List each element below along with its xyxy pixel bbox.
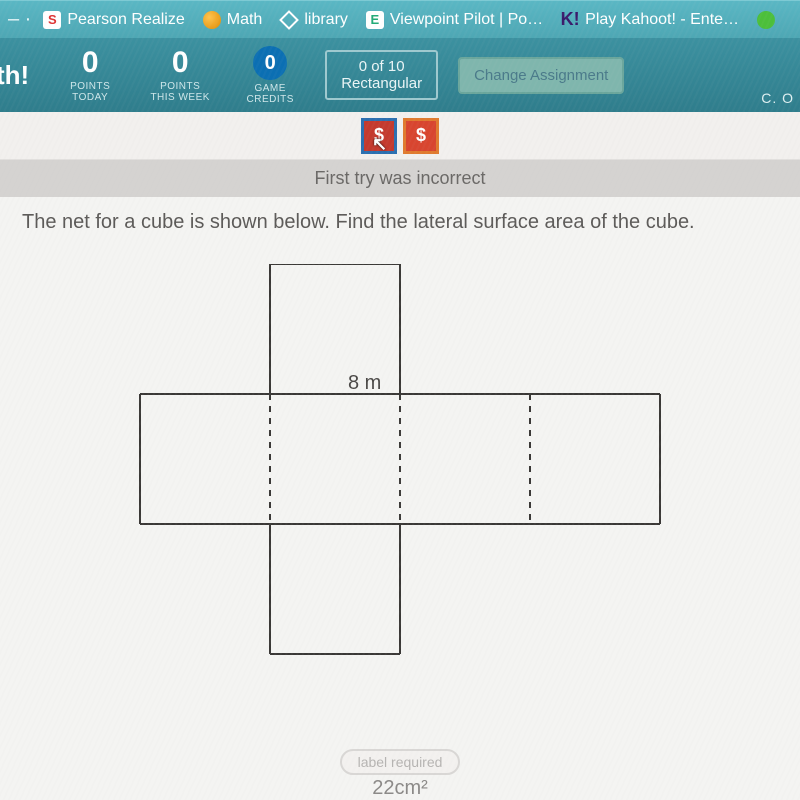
bookmark-leading-glyph: ‒ · xyxy=(8,8,31,31)
label-required-hint: label required xyxy=(340,749,461,775)
bookmark-math[interactable]: Math xyxy=(203,11,263,29)
math-favicon-icon xyxy=(203,11,221,29)
bookmark-bar: ‒ · S Pearson Realize Math library E Vie… xyxy=(0,0,800,38)
stat-points-today: 0 POINTS TODAY xyxy=(55,48,125,103)
stat-label: POINTS TODAY xyxy=(70,81,110,103)
answer-area: label required 22cm² xyxy=(0,746,800,800)
green-favicon-icon xyxy=(757,11,775,29)
bookmark-viewpoint[interactable]: E Viewpoint Pilot | Po… xyxy=(366,11,543,29)
kahoot-favicon-icon: K! xyxy=(561,11,579,29)
question-text: The net for a cube is shown below. Find … xyxy=(22,209,778,236)
bookmark-label: Pearson Realize xyxy=(67,11,184,29)
stat-label: POINTS THIS WEEK xyxy=(150,81,210,103)
bookmark-pearson[interactable]: S Pearson Realize xyxy=(43,11,184,29)
bookmark-library[interactable]: library xyxy=(280,11,348,29)
stats-bar: th! 0 POINTS TODAY 0 POINTS THIS WEEK 0 … xyxy=(0,38,800,112)
progress-topic: Rectangular xyxy=(341,75,422,92)
answer-preview: 22cm² xyxy=(372,777,428,800)
bookmark-label: Play Kahoot! - Ente… xyxy=(585,11,739,29)
feedback-text: First try was incorrect xyxy=(314,168,485,188)
bookmark-kahoot[interactable]: K! Play Kahoot! - Ente… xyxy=(561,11,739,29)
bookmark-label: Viewpoint Pilot | Po… xyxy=(390,11,543,29)
edge-length-label: 8 m xyxy=(348,372,381,395)
question-area: The net for a cube is shown below. Find … xyxy=(0,197,800,694)
cube-net-diagram: 8 m xyxy=(130,264,670,694)
reward-tile-blue[interactable]: $ ↖ xyxy=(361,118,397,154)
bookmark-label: Math xyxy=(227,11,263,29)
progress-count: 0 of 10 xyxy=(341,58,422,75)
viewpoint-favicon-icon: E xyxy=(366,11,384,29)
stat-value: 0 xyxy=(253,46,287,80)
pearson-favicon-icon: S xyxy=(43,11,61,29)
cursor-icon: ↖ xyxy=(372,134,387,155)
stat-game-credits: 0 GAME CREDITS xyxy=(235,46,305,105)
stat-value: 0 xyxy=(172,48,189,78)
th-suffix: th! xyxy=(0,60,29,91)
stat-label: GAME CREDITS xyxy=(247,83,294,105)
progress-box: 0 of 10 Rectangular xyxy=(325,50,438,100)
feedback-stripe: First try was incorrect xyxy=(0,160,800,197)
bookmark-label: library xyxy=(304,11,348,29)
stat-value: 0 xyxy=(82,48,99,78)
change-assignment-button[interactable]: Change Assignment xyxy=(458,57,624,94)
corner-label: C. O xyxy=(761,90,794,106)
reward-tile-orange[interactable]: $ xyxy=(403,118,439,154)
stat-points-week: 0 POINTS THIS WEEK xyxy=(145,48,215,103)
library-favicon-icon xyxy=(280,11,298,29)
cube-net-svg xyxy=(130,264,670,694)
bookmark-green[interactable] xyxy=(757,11,775,29)
reward-row: $ ↖ $ xyxy=(0,112,800,160)
dollar-icon: $ xyxy=(416,125,426,146)
